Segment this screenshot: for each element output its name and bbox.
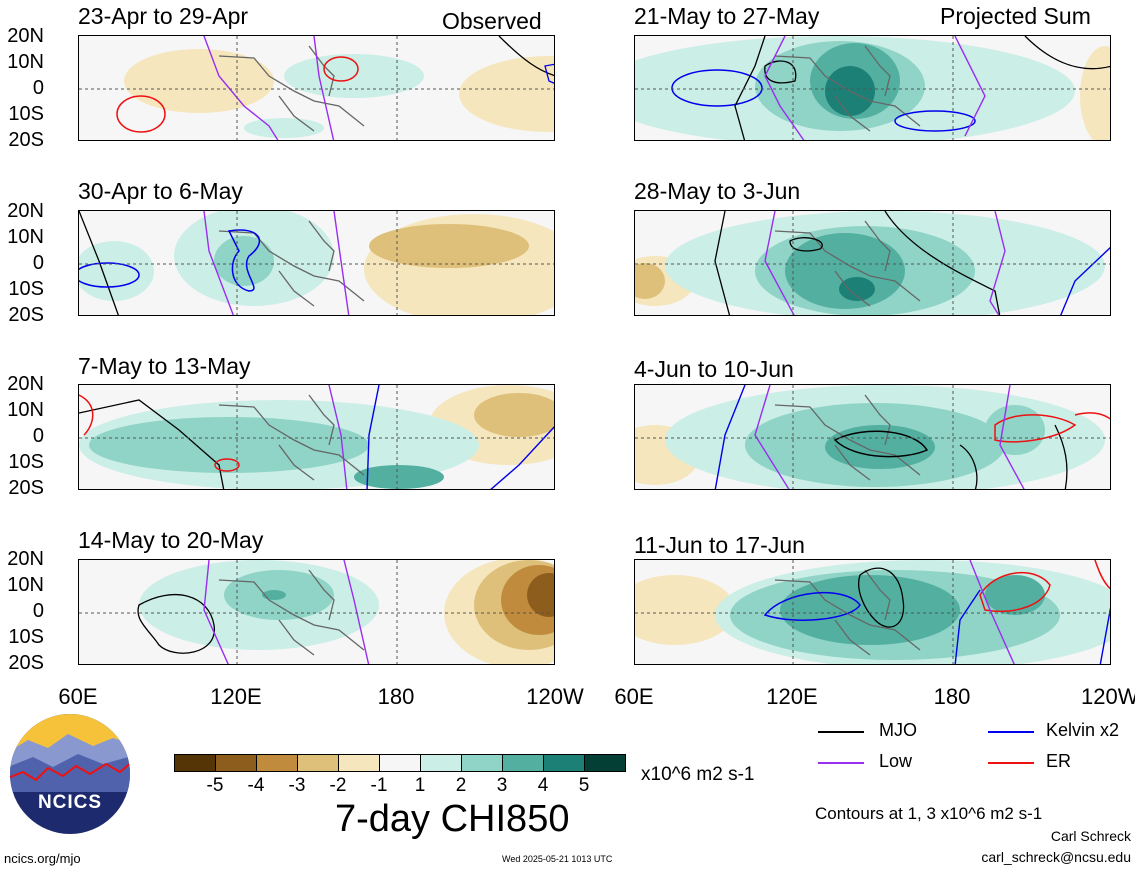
x-tick-label: 60E <box>58 684 98 709</box>
panel-title: 4-Jun to 10-Jun <box>634 356 794 382</box>
legend-label: ER <box>1046 751 1072 771</box>
ncics-logo: NCICS <box>8 712 132 836</box>
legend-label: Kelvin x2 <box>1046 720 1120 740</box>
y-tick-label: 20S <box>8 129 44 151</box>
colorbar-label: -3 <box>288 775 306 796</box>
legend-label: MJO <box>879 720 917 740</box>
map-panel <box>634 35 1111 141</box>
legend-swatch-er <box>988 762 1034 764</box>
panel-title: 7-May to 13-May <box>78 353 251 379</box>
panel-title: 14-May to 20-May <box>78 527 264 553</box>
x-tick-label: 60E <box>614 684 654 709</box>
x-tick-label: 120E <box>210 684 262 709</box>
map-panel <box>634 559 1111 665</box>
y-tick-label: 20S <box>8 477 44 499</box>
legend-swatch-mjo <box>818 731 864 733</box>
y-tick-label: 0 <box>32 252 44 274</box>
colorbar-cell <box>379 754 421 772</box>
panel-title: 28-May to 3-Jun <box>634 178 801 204</box>
x-tick-label: 120W <box>1081 686 1135 708</box>
colorbar-cell <box>543 754 585 772</box>
y-tick-label: 10N <box>7 574 44 596</box>
observed-label: Observed <box>442 8 542 34</box>
legend-swatch-kelvin <box>988 731 1034 733</box>
x-tick-label: 120E <box>766 684 818 709</box>
author-name: Carl Schreck <box>1050 828 1131 844</box>
colorbar-cell <box>502 754 544 772</box>
y-tick-label: 10N <box>7 399 44 421</box>
timestamp: Wed 2025-05-21 1013 UTC <box>502 854 613 864</box>
map-panel <box>78 384 555 490</box>
y-tick-label: 10S <box>8 278 44 300</box>
y-tick-label: 0 <box>32 600 44 622</box>
panel-title: 11-Jun to 17-Jun <box>634 532 805 558</box>
site-link[interactable]: ncics.org/mjo <box>4 851 81 866</box>
y-tick-label: 10N <box>7 51 44 73</box>
product-title: 7-day CHI850 <box>335 798 570 840</box>
colorbar-label: -1 <box>370 775 388 796</box>
map-panel <box>78 559 555 665</box>
panel-title: 23-Apr to 29-Apr <box>78 3 249 29</box>
y-tick-label: 20N <box>7 373 44 395</box>
colorbar-cell <box>297 754 339 772</box>
x-tick-label: 180 <box>377 684 415 709</box>
colorbar-cell <box>461 754 503 772</box>
y-tick-label: 0 <box>32 425 44 447</box>
map-panel <box>634 210 1111 316</box>
colorbar-label: 3 <box>496 775 508 796</box>
y-tick-label: 20S <box>8 304 44 326</box>
colorbar-label: 1 <box>414 775 426 796</box>
y-tick-label: 10S <box>8 103 44 125</box>
y-tick-label: 20N <box>7 25 44 47</box>
colorbar-label: 5 <box>578 775 590 796</box>
colorbar-cell <box>420 754 462 772</box>
colorbar-cell <box>174 754 216 772</box>
logo-text: NCICS <box>37 792 103 813</box>
y-tick-label: 20N <box>7 548 44 570</box>
colorbar-cell <box>256 754 298 772</box>
y-tick-label: 20N <box>7 200 44 222</box>
colorbar-label: 2 <box>455 775 467 796</box>
colorbar-label: -4 <box>247 775 265 796</box>
panel-title: 21-May to 27-May <box>634 3 820 29</box>
y-tick-label: 10S <box>8 626 44 648</box>
map-panel <box>634 384 1111 490</box>
legend-swatch-low <box>818 762 864 764</box>
x-tick-label: 120W <box>526 684 584 709</box>
colorbar-label: -5 <box>206 775 224 796</box>
y-tick-label: 10S <box>8 451 44 473</box>
colorbar-cell <box>338 754 380 772</box>
x-tick-label: 180 <box>933 684 971 709</box>
colorbar-label: 4 <box>537 775 549 796</box>
y-tick-label: 20S <box>8 652 44 674</box>
y-tick-label: 10N <box>7 226 44 248</box>
contours-note: Contours at 1, 3 x10^6 m2 s-1 <box>815 804 1043 823</box>
panel-title: 30-Apr to 6-May <box>78 178 243 204</box>
colorbar-units: x10^6 m2 s-1 <box>641 764 755 785</box>
colorbar-label: -2 <box>329 775 347 796</box>
author-email: carl_schreck@ncsu.edu <box>981 849 1131 865</box>
y-tick-label: 0 <box>32 77 44 99</box>
map-panel <box>78 210 555 316</box>
projected-label: Projected Sum <box>940 3 1091 29</box>
colorbar-cell <box>215 754 257 772</box>
colorbar-cell <box>584 754 626 772</box>
legend-label: Low <box>879 751 913 771</box>
map-panel <box>78 35 555 141</box>
